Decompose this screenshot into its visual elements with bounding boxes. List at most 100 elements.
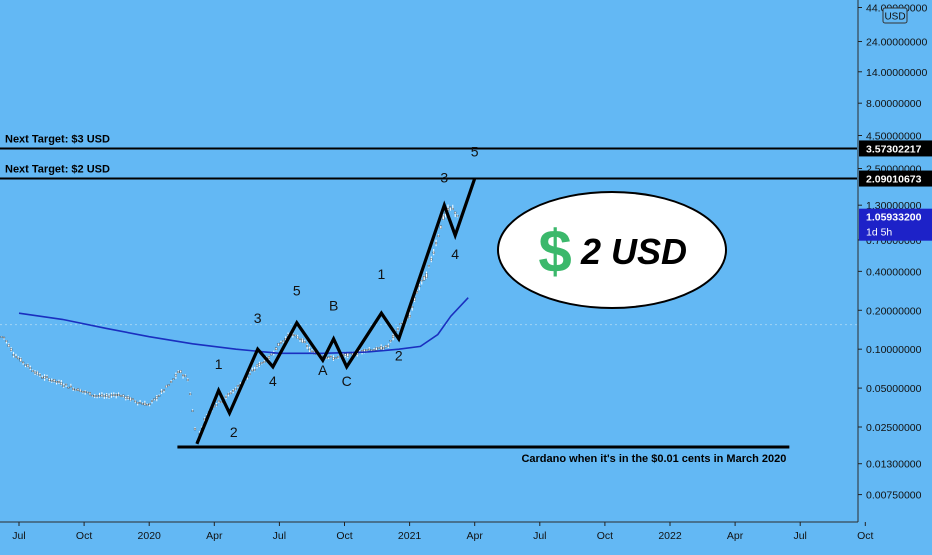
candle-body (50, 380, 53, 382)
chart-annotations: Next Target: $3 USD Next Target: $2 USD Ca… (5, 133, 786, 465)
candle-body (14, 356, 18, 358)
candle-body (370, 349, 373, 352)
candle-body (234, 388, 237, 390)
candle-body (0, 336, 3, 338)
candle-body (76, 388, 80, 392)
candle-body (74, 389, 77, 391)
candle-body (365, 349, 368, 351)
candle-body (124, 396, 127, 399)
candle-body (127, 396, 130, 399)
wave-label: 2 (395, 347, 403, 363)
candle-body (267, 356, 271, 359)
candle-body (430, 258, 433, 261)
candle-body (93, 395, 96, 397)
candle-body (31, 370, 34, 372)
candle-body (72, 387, 75, 390)
candle-body (167, 384, 170, 386)
candle-body (189, 393, 192, 395)
price-tick-label: 8.00000000 (866, 98, 922, 110)
time-tick-label: Oct (76, 530, 92, 542)
candle-body (427, 265, 430, 267)
candle-body (255, 364, 259, 367)
candle-body (19, 358, 22, 362)
price-tick-label: 0.10000000 (866, 344, 922, 356)
candle-body (408, 314, 411, 318)
candle-body (7, 344, 10, 347)
wave-label: 1 (377, 266, 385, 282)
price-tick-label: 0.00750000 (866, 490, 922, 502)
candle-body (26, 364, 29, 368)
candle-body (332, 357, 335, 360)
candle-body (98, 395, 101, 397)
wave-label: B (329, 297, 338, 313)
candle-body (236, 385, 240, 387)
time-tick-label: Jul (273, 530, 286, 542)
candle-body (375, 347, 378, 351)
callout-text: 2 USD (580, 231, 687, 272)
wave-label: 1 (215, 356, 223, 372)
target-label: Next Target: $2 USD (5, 164, 110, 176)
candle-body (377, 347, 380, 349)
current-price-tag (859, 208, 932, 241)
candle-body (263, 361, 266, 363)
candle-body (129, 397, 132, 401)
candle-body (392, 335, 395, 338)
candle-body (108, 395, 111, 398)
candle-body (220, 401, 223, 403)
candle-body (91, 394, 94, 397)
candle-body (182, 374, 185, 377)
time-axis[interactable] (0, 522, 858, 550)
current-price-countdown: 1d 5h (866, 227, 892, 239)
candle-body (2, 336, 6, 339)
candle-body (363, 349, 366, 352)
candle-body (382, 347, 385, 350)
candle-body (454, 211, 457, 214)
target-price-tag-label: 2.09010673 (866, 174, 922, 186)
candle-body (17, 357, 20, 360)
wave-label: 2 (230, 424, 238, 440)
candle-body (12, 354, 15, 356)
candle-body (253, 369, 256, 371)
candle-body (172, 378, 175, 380)
time-tick-label: Apr (467, 530, 484, 542)
wave-label: 3 (440, 169, 448, 185)
candle-body (329, 355, 333, 358)
candle-body (191, 410, 194, 412)
candle-body (193, 428, 197, 431)
candle-body (456, 215, 459, 217)
wave-label: 5 (293, 283, 301, 299)
candle-body (327, 356, 330, 358)
candle-body (420, 279, 423, 282)
candle-body (41, 377, 44, 379)
candle-body (344, 353, 347, 356)
candle-body (5, 340, 8, 342)
price-axis[interactable] (858, 0, 932, 550)
candle-body (177, 371, 180, 373)
candle-body (170, 381, 173, 383)
price-tick-label: 0.01300000 (866, 459, 922, 471)
target-price-tag (859, 140, 932, 157)
currency-badge[interactable] (882, 7, 908, 24)
candle-body (308, 348, 311, 351)
candle-body (306, 345, 309, 347)
candle-body (53, 379, 56, 382)
candle-body (310, 350, 313, 353)
candle-body (396, 328, 399, 330)
candle-body (439, 225, 442, 229)
candle-body (423, 276, 426, 281)
candle-body (224, 395, 228, 398)
candle-body (69, 385, 72, 388)
candle-body (368, 348, 371, 351)
candle-body (96, 395, 99, 397)
candle-body (372, 349, 376, 351)
candle-body (143, 402, 146, 406)
candle-body (84, 390, 87, 393)
dollar-sign-icon: $ (538, 218, 571, 285)
candle-body (67, 387, 70, 389)
candle-body (291, 334, 294, 336)
time-tick-label: Apr (206, 530, 223, 542)
candle-body (117, 394, 120, 397)
candle-body (432, 251, 435, 254)
